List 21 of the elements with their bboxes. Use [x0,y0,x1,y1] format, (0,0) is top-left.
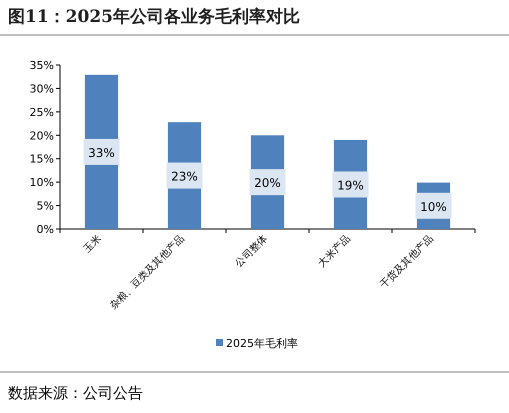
x-tick-label: 公司整体 [232,232,270,270]
y-tick-label: 20% [30,129,54,142]
y-tick-label: 35% [30,59,54,72]
chart-title: 图11：2025年公司各业务毛利率对比 [8,7,300,27]
y-tick-label: 0% [36,223,54,236]
data-label: 19% [337,178,364,192]
data-label: 10% [420,200,447,214]
x-tick-label: 大米产品 [316,232,353,270]
data-label: 33% [88,146,115,160]
x-tick-label: 杂粮、豆类及其他产品 [107,232,187,312]
source-note: 数据来源：公司公告 [8,384,143,402]
y-tick-label: 5% [36,200,54,213]
data-label: 23% [171,170,198,184]
x-tick-label: 干货及其他产品 [378,232,436,291]
x-tick-label: 玉米 [80,232,104,256]
y-tick-label: 25% [30,106,54,119]
data-label: 20% [254,176,281,190]
y-tick-label: 10% [30,176,54,190]
y-tick-label: 30% [30,82,54,96]
legend-label: 2025年毛利率 [226,337,298,350]
y-tick-label: 15% [30,152,54,166]
